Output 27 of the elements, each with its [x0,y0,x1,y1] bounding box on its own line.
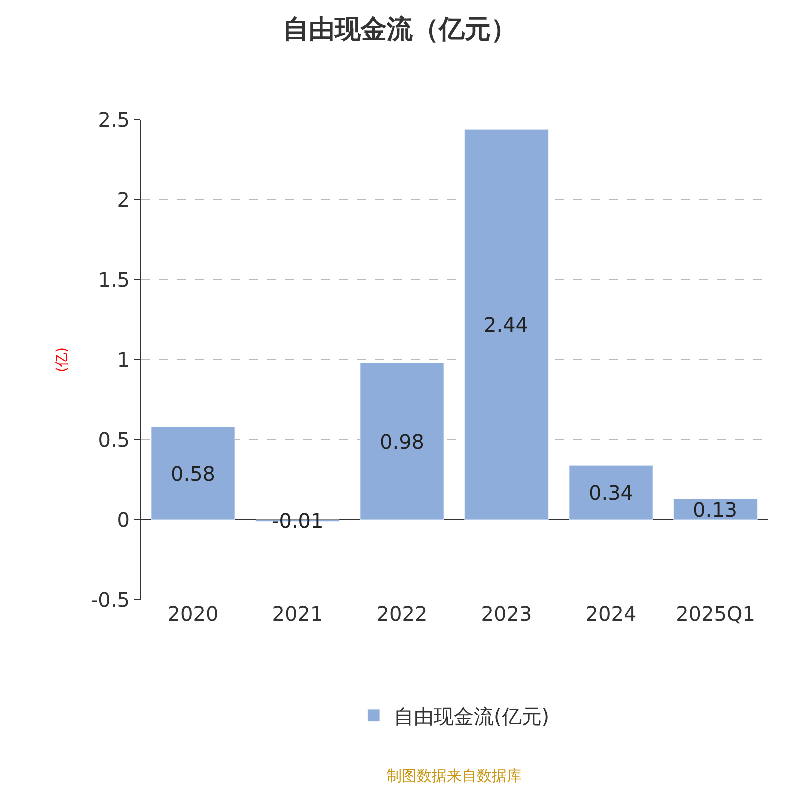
bar [569,465,654,520]
y-tick-label: 2.5 [98,108,130,132]
x-tick-label: 2023 [481,602,532,626]
data-label: 0.98 [380,430,425,454]
y-tick-label: -0.5 [90,588,130,612]
x-tick-label: 2025Q1 [676,602,756,626]
y-tick-label: 1 [117,348,130,372]
y-tick-label: 1.5 [98,268,130,292]
bar [360,362,444,520]
bar [464,129,549,520]
data-label: -0.01 [272,509,324,533]
x-tick-label: 2022 [376,602,428,626]
x-tick-label: 2021 [272,602,324,626]
data-label: 0.58 [171,462,216,486]
data-label: 0.34 [589,481,634,505]
data-label: 0.13 [693,498,738,522]
y-tick-label: 2 [117,188,130,212]
bar [151,426,236,520]
text: 制图数据来自数据库 [387,767,522,785]
y-axis-title: (亿) [54,348,71,372]
y-tick-label: 0.5 [98,428,130,452]
y-tick-label: 0 [117,508,130,532]
data-label: 2.44 [484,313,529,337]
x-tick-label: 2024 [586,602,637,626]
legend-label: 自由现金流(亿元) [394,704,550,728]
x-tick-label: 2020 [168,602,219,626]
chart-title: 自由现金流（亿元） [283,15,517,46]
